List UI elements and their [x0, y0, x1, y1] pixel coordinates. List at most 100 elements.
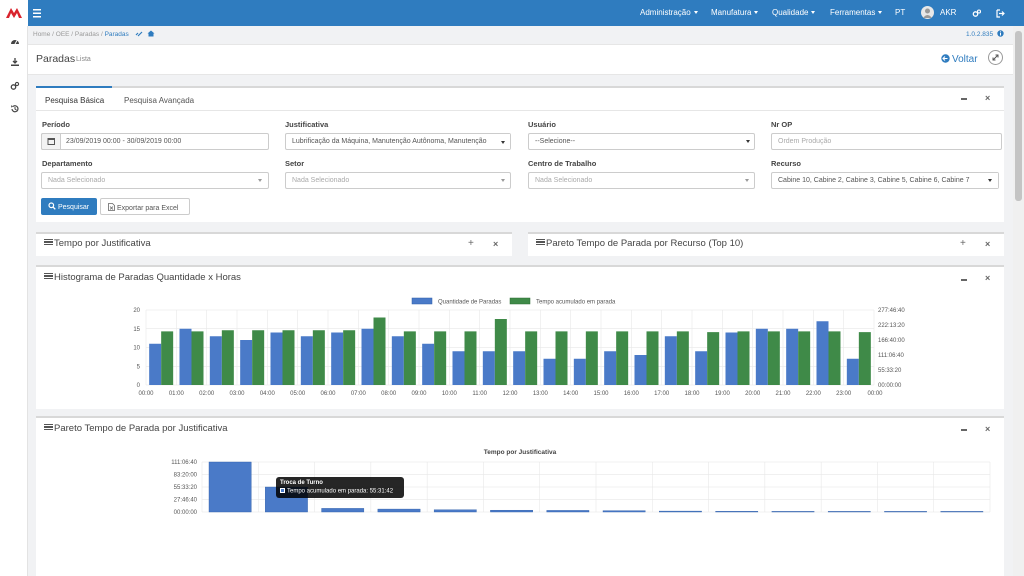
periodo-field[interactable]: 23/09/2019 00:00 - 30/09/2019 00:00 — [41, 133, 269, 150]
chevron-down-icon — [501, 179, 505, 182]
close-icon[interactable]: × — [985, 424, 991, 434]
x-tick-label: 01:00 — [169, 391, 185, 397]
setor-select[interactable]: Nada Selecionado — [285, 172, 511, 189]
chevron-down-icon — [754, 11, 759, 15]
bar-quantidade — [270, 332, 283, 385]
avatar[interactable] — [921, 6, 934, 19]
bar-chart-icon — [44, 424, 53, 430]
justificativa-select[interactable]: Lubrificação da Máquina, Manutenção Autô… — [285, 133, 511, 150]
close-icon[interactable]: × — [985, 273, 991, 283]
fullscreen-button[interactable] — [988, 50, 1003, 65]
menu-manufatura[interactable]: Manufatura — [711, 8, 759, 17]
logo-icon — [6, 8, 22, 18]
x-tick-label: 20:00 — [745, 391, 761, 397]
export-excel-button[interactable]: Exportar para Excel — [100, 198, 190, 215]
bar-tempo — [403, 331, 416, 385]
close-icon[interactable]: × — [985, 93, 991, 103]
pareto-bar — [490, 509, 533, 513]
x-tick-label: 00:00 — [867, 391, 883, 397]
menu-administracao[interactable]: Administração — [640, 8, 698, 17]
centro-select[interactable]: Nada Selecionado — [528, 172, 755, 189]
bar-chart-icon — [536, 239, 545, 245]
tab-divider — [36, 110, 1004, 111]
scrollbar-thumb[interactable] — [1015, 31, 1022, 201]
bar-quantidade — [300, 336, 313, 385]
chevron-down-icon — [878, 11, 883, 15]
minimize-icon[interactable] — [961, 429, 967, 431]
language-selector[interactable]: PT — [895, 8, 906, 17]
user-icon — [923, 8, 932, 18]
chevron-down-icon — [745, 179, 749, 182]
hamburger-menu-icon[interactable] — [33, 7, 42, 19]
bar-quantidade — [452, 351, 465, 385]
bar-tempo — [585, 331, 598, 385]
bar-quantidade — [543, 358, 556, 385]
menu-ferramentas[interactable]: Ferramentas — [830, 8, 883, 17]
logout-icon[interactable] — [996, 9, 1005, 18]
arrow-left-circle-icon — [941, 54, 950, 63]
x-tick-label: 10:00 — [442, 391, 458, 397]
x-tick-label: 15:00 — [593, 391, 609, 397]
y2-tick-label: 277:46:40 — [878, 308, 905, 314]
home-icon[interactable] — [147, 30, 155, 37]
minimize-icon[interactable] — [961, 98, 967, 100]
breadcrumb-paradas[interactable]: Paradas — [74, 31, 100, 38]
x-tick-label: 12:00 — [502, 391, 518, 397]
settings-gears-icon[interactable] — [972, 9, 981, 18]
pareto-bar — [602, 510, 646, 513]
usuario-select[interactable]: --Selecione-- — [528, 133, 755, 150]
menu-qualidade[interactable]: Qualidade — [772, 8, 816, 17]
tooltip-swatch — [280, 488, 285, 493]
x-tick-label: 05:00 — [290, 391, 306, 397]
page-subtitle: Lista — [76, 56, 91, 63]
legend-swatch-tempo — [509, 297, 531, 305]
minimize-icon[interactable] — [961, 279, 967, 281]
tab-pesquisa-basica[interactable]: Pesquisa Básica — [45, 96, 105, 105]
expand-plus-icon[interactable]: + — [468, 238, 474, 249]
departamento-label: Departamento — [42, 159, 93, 168]
calendar-addon[interactable] — [41, 133, 61, 150]
x-tick-label: 23:00 — [836, 391, 852, 397]
link-icon[interactable] — [135, 30, 143, 37]
recurso-select[interactable]: Cabine 10, Cabine 2, Cabine 3, Cabine 5,… — [771, 172, 999, 189]
y-tick-label: 10 — [133, 346, 140, 352]
y2-tick-label: 00:00:00 — [878, 383, 902, 389]
search-button[interactable]: Pesquisar — [41, 198, 97, 215]
chevron-down-icon — [746, 140, 750, 143]
breadcrumb-oee[interactable]: OEE — [55, 31, 70, 38]
breadcrumb-home[interactable]: Home — [33, 31, 51, 38]
close-icon[interactable]: × — [493, 239, 499, 249]
close-icon[interactable]: × — [985, 239, 991, 249]
download-icon[interactable] — [10, 57, 20, 67]
bar-tempo — [494, 319, 507, 385]
departamento-select[interactable]: Nada Selecionado — [41, 172, 269, 189]
info-icon[interactable] — [997, 30, 1004, 37]
tab-pesquisa-avancada[interactable]: Pesquisa Avançada — [124, 96, 195, 105]
bar-tempo — [676, 331, 689, 385]
bar-quantidade — [149, 343, 162, 385]
gears-icon[interactable] — [10, 81, 20, 91]
app-logo[interactable] — [0, 0, 28, 26]
bar-tempo — [798, 331, 811, 385]
bar-tempo — [161, 331, 174, 385]
user-name[interactable]: AKR — [940, 8, 957, 17]
x-tick-label: 02:00 — [199, 391, 215, 397]
x-tick-label: 06:00 — [320, 391, 336, 397]
x-tick-label: 07:00 — [351, 391, 367, 397]
nrop-input[interactable]: Ordem Produção — [771, 133, 1002, 150]
expand-plus-icon[interactable]: + — [960, 238, 966, 249]
scrollbar-track[interactable] — [1013, 26, 1024, 576]
bar-tempo — [373, 317, 386, 385]
pareto-bar — [940, 511, 984, 513]
y-tick-label: 20 — [133, 308, 140, 314]
pareto-justificativa-panel — [36, 416, 1004, 576]
history-icon[interactable] — [10, 104, 20, 114]
dashboard-icon[interactable] — [10, 36, 20, 46]
search-icon — [48, 202, 56, 210]
pareto-bar — [771, 511, 815, 513]
bar-quantidade — [209, 336, 222, 385]
tempo-justificativa-panel — [36, 232, 512, 256]
back-button[interactable]: Voltar — [941, 54, 978, 65]
y2-tick-label: 55:33:20 — [878, 368, 902, 374]
x-tick-label: 03:00 — [229, 391, 245, 397]
